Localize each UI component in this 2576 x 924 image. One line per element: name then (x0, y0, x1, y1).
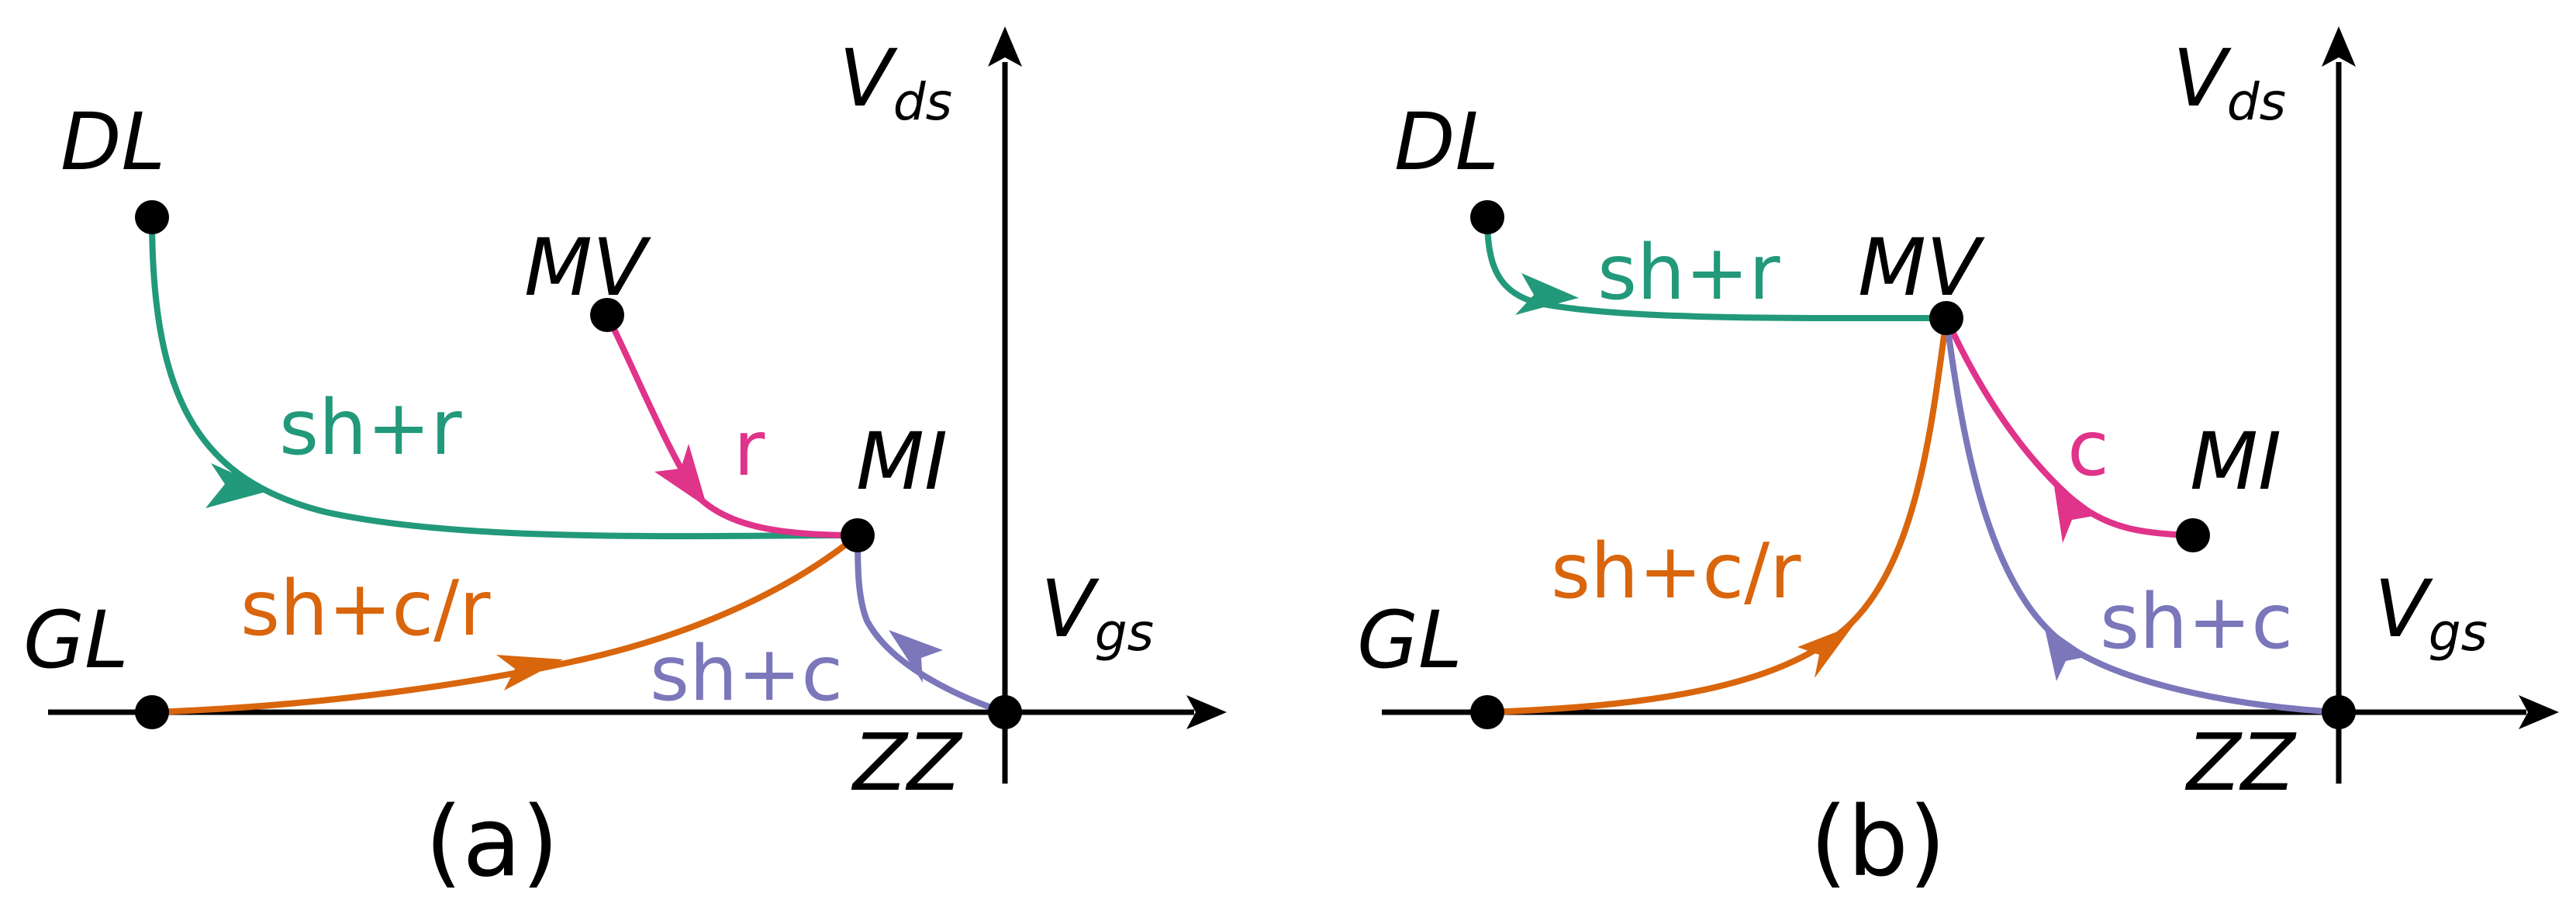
panel-a-flow-dl-mi-arrow-icon (205, 463, 271, 508)
panel-a-flow-label-sh-r: sh+r (279, 384, 462, 472)
panel-a-label-zz: ZZ (851, 717, 963, 809)
panel-a-label-mv: MV (524, 222, 651, 314)
panel-b-flow-gl-mv-arrow-icon (1797, 625, 1853, 678)
panel-a-label-mi: MI (856, 416, 948, 508)
panel-a-y-axis-arrow-icon (988, 26, 1022, 67)
panel-a-label-dl: DL (60, 96, 165, 189)
panel-b-node-mi (2176, 518, 2210, 552)
panel-a-flow-label-sh-c: sh+c (650, 630, 843, 718)
panel-b-flow-label-sh-c: sh+c (2100, 578, 2293, 666)
panel-a-flow-zz-mi (855, 532, 1008, 715)
panel-b-node-dl (1470, 200, 1504, 234)
panel-b-flow-zz-mv-arrow-icon (2044, 625, 2089, 681)
panel-a: DL MV MI GL ZZ Vds Vgs sh+r r sh+c/r sh+… (23, 26, 1227, 898)
panel-b-x-axis-arrow-icon (2519, 695, 2559, 729)
panel-b-flow-label-sh-r: sh+r (1597, 229, 1780, 317)
panel-a-node-mv (590, 298, 624, 332)
panel-a-flow-mv-mi-arrow-icon (654, 444, 707, 507)
panel-a-node-mi (841, 518, 875, 552)
panel-b-node-gl (1470, 695, 1504, 729)
panel-a-node-dl (135, 200, 169, 234)
panel-a-flow-gl-mi (149, 532, 861, 715)
panel-b-caption: (b) (1810, 787, 1946, 898)
panel-b-label-dl: DL (1394, 96, 1499, 189)
panel-a-y-axis-label: Vds (839, 33, 952, 132)
panel-b-flow-label-c: c (2067, 405, 2109, 493)
panel-b-node-zz (2322, 695, 2356, 729)
panel-a-label-gl: GL (23, 594, 129, 687)
panel-a-x-axis-label: Vgs (1041, 563, 1154, 663)
panel-b-flow-gl-mv (1484, 315, 1949, 715)
panel-a-node-gl (135, 695, 169, 729)
panel-a-flow-label-r: r (734, 405, 765, 493)
panel-b-label-zz: ZZ (2184, 717, 2297, 809)
panel-b-flow-mi-mv-arrow-icon (2053, 481, 2098, 543)
panel-a-flow-zz-mi-arrow-icon (889, 630, 943, 683)
panel-a-caption: (a) (425, 787, 559, 898)
panel-b-node-mv (1929, 301, 1963, 335)
panel-b-flow-dl-mv-arrow-icon (1515, 273, 1579, 315)
panel-b-label-mi: MI (2190, 416, 2281, 508)
panel-b-y-axis-arrow-icon (2322, 26, 2356, 67)
panel-a-flow-dl-mi (149, 214, 861, 540)
panel-a-flow-gl-mi-arrow-icon (496, 655, 563, 690)
panel-b-flow-label-sh-c-r: sh+c/r (1551, 528, 1801, 616)
panel-b-label-gl: GL (1357, 594, 1462, 687)
panel-a-flow-label-sh-c-r: sh+c/r (240, 565, 491, 653)
panel-b-label-mv: MV (1858, 222, 1985, 314)
panel-a-x-axis-arrow-icon (1186, 695, 1227, 729)
panel-b-flow-dl-mv (1484, 214, 1949, 322)
panel-b: DL MV MI GL ZZ Vds Vgs sh+r c sh+c/r sh+… (1357, 26, 2559, 898)
panel-a-node-zz (988, 695, 1022, 729)
panel-a-flow-mv-mi (604, 312, 861, 538)
panel-b-y-axis-label: Vds (2173, 33, 2286, 132)
panel-b-x-axis-label: Vgs (2374, 563, 2488, 663)
